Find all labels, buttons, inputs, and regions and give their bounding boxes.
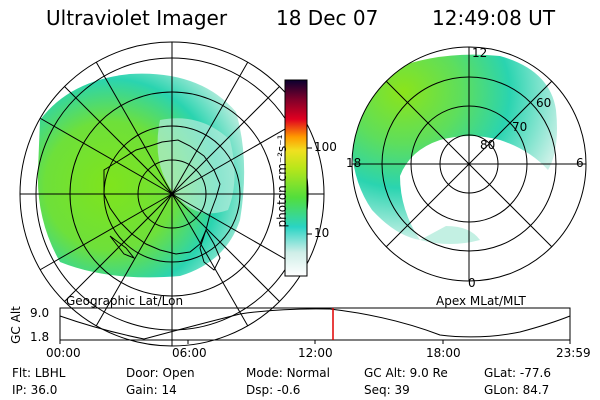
time-tick: 06:00 <box>172 346 207 360</box>
header-time: 12:49:08 UT <box>432 6 556 30</box>
mlt-label-6: 6 <box>576 156 584 170</box>
aurora-oval-right <box>352 54 557 240</box>
mlat-label-70: 70 <box>512 120 528 134</box>
time-tick: 12:00 <box>298 346 333 360</box>
altitude-tick-top: 9.0 <box>30 306 50 320</box>
altitude-plot <box>59 307 571 344</box>
mlat-label-80: 80 <box>480 138 496 152</box>
info-seq: Seq: 39 <box>364 383 410 397</box>
time-tick: 18:00 <box>426 346 461 360</box>
info-gain: Gain: 14 <box>126 383 177 397</box>
mlt-label-12: 12 <box>472 46 488 60</box>
header-date: 18 Dec 07 <box>276 6 379 30</box>
colorbar-tick-10: 10 <box>314 226 330 240</box>
instrument-title: Ultraviolet Imager <box>46 6 228 30</box>
info-ip: IP: 36.0 <box>12 383 58 397</box>
altitude-tick-bottom: 1.8 <box>30 330 50 344</box>
info-flt: Flt: LBHL <box>12 366 66 380</box>
geographic-plot <box>20 42 324 346</box>
mlt-label-18: 18 <box>346 156 362 170</box>
altitude-curve <box>59 308 571 340</box>
mlt-label-0: 0 <box>468 276 476 290</box>
info-mode: Mode: Normal <box>246 366 330 380</box>
colorbar <box>284 79 308 277</box>
magnetic-plot <box>351 46 587 282</box>
info-glat: GLat: -77.6 <box>484 366 551 380</box>
coastline <box>103 139 221 271</box>
info-glon: GLon: 84.7 <box>484 383 550 397</box>
altitude-y-label: GC Alt <box>9 306 23 344</box>
colorbar-unit-label: photon cm⁻²s⁻¹ <box>275 134 289 228</box>
time-tick: 00:00 <box>46 346 81 360</box>
mlat-label-60: 60 <box>536 96 552 110</box>
geographic-panel-label: Geographic Lat/Lon <box>66 294 184 308</box>
info-door: Door: Open <box>126 366 195 380</box>
magnetic-panel-label: Apex MLat/MLT <box>436 294 526 308</box>
colorbar-tick-100: 100 <box>314 140 337 154</box>
info-dsp: Dsp: -0.6 <box>246 383 301 397</box>
info-gc-alt: GC Alt: 9.0 Re <box>364 366 448 380</box>
time-tick: 23:59 <box>556 346 591 360</box>
